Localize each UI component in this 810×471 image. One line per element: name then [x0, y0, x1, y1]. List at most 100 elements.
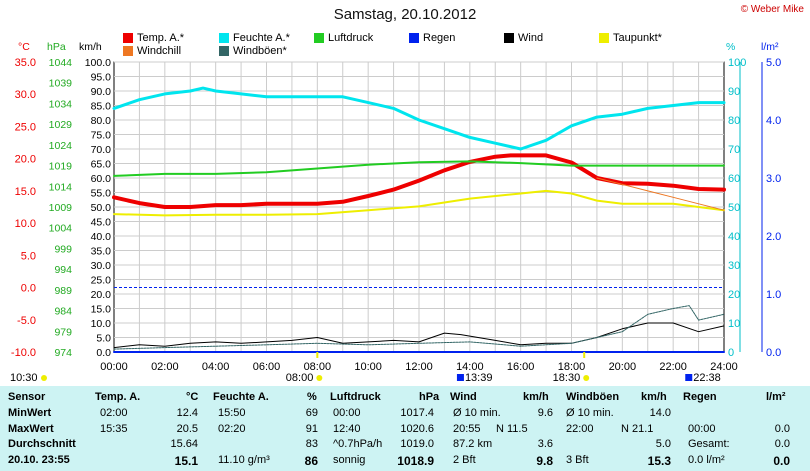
table-cell-wind-mid: N 11.5 — [496, 422, 528, 435]
max-wind-flag-icon — [456, 374, 464, 381]
legend-label: Taupunkt* — [613, 32, 662, 44]
legend-wind: Wind — [504, 32, 543, 44]
time-tick-label: 10:00 — [354, 361, 382, 373]
wind-tick-label: 55.0 — [91, 188, 112, 200]
max-wind-time-label: 13:39 — [465, 372, 493, 384]
series-taupunkt-line — [113, 189, 725, 217]
markers-layer: 10:30 08:00 18:30 13:39 22:38 — [10, 352, 721, 384]
legend-swatch — [219, 33, 229, 43]
pressure-tick-label: 1014 — [49, 181, 73, 193]
legend-swatch — [409, 33, 419, 43]
table-cell-wind-val: 9.8 — [536, 453, 553, 468]
time-tick-label: 02:00 — [151, 361, 179, 373]
table-cell-wind-val: 9.6 — [537, 407, 553, 419]
page-title: Samstag, 20.10.2012 — [333, 6, 477, 23]
temp-tick-label: -5.0 — [17, 315, 36, 327]
table-cell-gust-val: 15.3 — [647, 453, 671, 468]
legend-swatch — [599, 33, 609, 43]
humidity-unit-label: % — [726, 41, 735, 53]
humidity-tick-label: 70 — [728, 144, 740, 156]
rain-unit-label: l/m² — [761, 41, 779, 53]
rain-tick-label: 5.0 — [766, 57, 781, 69]
wind-tick-label: 60.0 — [91, 173, 112, 185]
time-tick-label: 06:00 — [253, 361, 281, 373]
wind-tick-label: 50.0 — [91, 202, 112, 214]
table-cell-label: 20.10. 23:55 — [8, 453, 70, 466]
humidity-tick-label: 30 — [728, 260, 740, 272]
pressure-tick-label: 1039 — [49, 78, 73, 90]
table-header: °C — [186, 391, 199, 403]
series-windchill-line — [596, 177, 725, 211]
table-cell-press-val: 1019.0 — [400, 438, 434, 450]
table-cell-press-val: 1020.6 — [400, 422, 434, 435]
legend-rain: Regen — [409, 32, 455, 44]
time-tick-label: 12:00 — [405, 361, 433, 373]
wind-tick-label: 25.0 — [91, 275, 112, 287]
table-header: Temp. A. — [95, 391, 141, 403]
table-cell-press-time: 12:40 — [333, 422, 361, 435]
wind-tick-label: 65.0 — [91, 159, 112, 171]
pressure-tick-label: 1004 — [49, 223, 73, 235]
series-windben-line — [113, 305, 725, 350]
rain-tick-label: 1.0 — [766, 289, 781, 301]
table-cell-rain-time: Gesamt: — [688, 438, 730, 450]
table-cell-label: Durchschnitt — [8, 438, 76, 450]
table-header-row: Sensor Temp. A. °C Feuchte A. % Luftdruc… — [0, 391, 810, 406]
table-header: Wind — [450, 391, 477, 403]
table-cell-wind-time: 87.2 km — [453, 438, 493, 450]
max-gust-flag-icon — [685, 374, 693, 381]
legend-label: Temp. A.* — [137, 32, 185, 44]
wind-tick-label: 75.0 — [91, 130, 112, 142]
humidity-tick-label: 0 — [728, 347, 734, 359]
temp-tick-label: 5.0 — [21, 250, 36, 262]
table-cell-press-time: sonnig — [333, 453, 366, 466]
series-luftdruck-line — [113, 160, 725, 177]
rain-tick-label: 4.0 — [766, 115, 781, 127]
table-cell-rain-val: 0.0 — [773, 453, 790, 468]
wind-unit-label: km/h — [79, 41, 102, 53]
temp-tick-label: 20.0 — [15, 154, 36, 166]
credit-label: © Weber Mike — [740, 4, 804, 15]
wind-tick-label: 90.0 — [91, 86, 112, 98]
table-cell-press-val: 1018.9 — [397, 453, 434, 468]
sunrise-icon — [316, 375, 323, 381]
legend-label: Luftdruck — [328, 32, 374, 44]
wind-tick-label: 15.0 — [91, 304, 112, 316]
wind-tick-label: 5.0 — [96, 333, 111, 345]
table-cell-gust-val: 5.0 — [655, 438, 671, 450]
legend-temp: Temp. A.* — [123, 32, 184, 44]
humidity-tick-label: 90 — [728, 86, 740, 98]
table-cell-temp-time: 15:35 — [100, 422, 128, 435]
time-tick-label: 08:00 — [304, 361, 332, 373]
table-row: 20.10. 23:55 15.1 11.10 g/m³ 86 sonnig 1018.9… — [0, 454, 810, 469]
stats-table: Sensor Temp. A. °C Feuchte A. % Luftdruc… — [0, 386, 810, 471]
legend-swatch — [123, 33, 133, 43]
time-tick-label: 00:00 — [100, 361, 128, 373]
table-cell-label: MinWert — [8, 407, 52, 419]
pressure-tick-label: 1044 — [49, 57, 73, 69]
humidity-tick-label: 40 — [728, 231, 740, 243]
table-cell-label: MaxWert — [8, 422, 54, 435]
wind-tick-label: 30.0 — [91, 260, 112, 272]
table-header: hPa — [419, 391, 440, 403]
table-cell-wind-time: 20:55 — [453, 422, 481, 435]
wind-tick-label: 35.0 — [91, 246, 112, 258]
legend-label: Wind — [518, 32, 544, 44]
pressure-tick-label: 984 — [54, 306, 72, 318]
table-cell-gust-time: 22:00 — [566, 422, 594, 435]
temp-tick-label: 25.0 — [15, 121, 36, 133]
legend-swatch — [219, 46, 229, 56]
wind-tick-label: 20.0 — [91, 289, 112, 301]
legend-windchill: Windchill — [123, 45, 181, 57]
time-tick-label: 24:00 — [710, 361, 738, 373]
table-cell-rain-val: 0.0 — [774, 438, 790, 450]
temp-unit-label: °C — [18, 41, 30, 53]
legend-humidity: Feuchte A.* — [219, 32, 290, 44]
table-row: Durchschnitt 15.64 83 ^0.7hPa/h 1019.0 87.2 k… — [0, 438, 810, 453]
legend-dewpoint: Taupunkt* — [599, 32, 662, 44]
wind-tick-label: 70.0 — [91, 144, 112, 156]
table-cell-hum-val: 69 — [305, 407, 318, 419]
time-tick-label: 22:00 — [659, 361, 687, 373]
pressure-tick-label: 1024 — [49, 140, 73, 152]
wind-tick-label: 0.0 — [96, 347, 111, 359]
